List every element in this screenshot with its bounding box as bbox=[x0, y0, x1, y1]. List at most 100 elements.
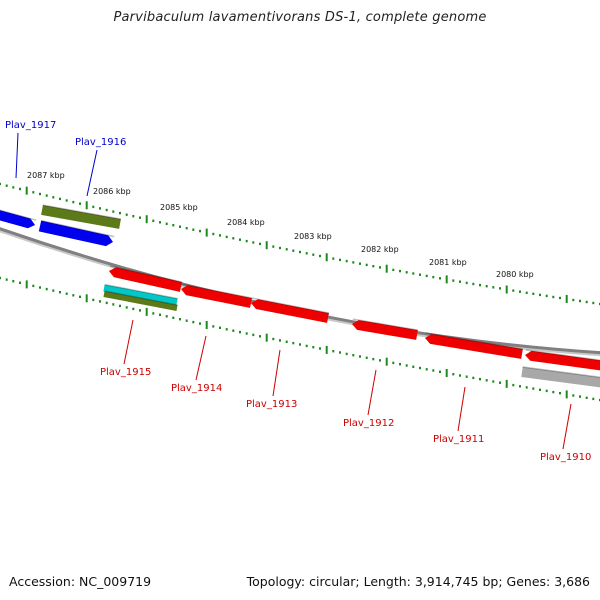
gene-gray-arrow[interactable] bbox=[521, 366, 600, 388]
inner-minor-tick bbox=[585, 396, 588, 399]
inner-minor-tick bbox=[139, 309, 141, 312]
inner-minor-tick bbox=[419, 366, 421, 370]
inner-minor-tick bbox=[59, 291, 61, 294]
outer-minor-tick bbox=[579, 299, 581, 303]
outer-minor-tick bbox=[592, 301, 595, 305]
outer-minor-tick bbox=[405, 271, 408, 274]
outer-minor-tick bbox=[252, 241, 255, 244]
inner-minor-tick bbox=[525, 386, 528, 389]
outer-minor-tick bbox=[452, 279, 455, 282]
inner-minor-tick bbox=[259, 335, 261, 338]
gene-label-plav-1912[interactable]: Plav_1912 bbox=[343, 418, 394, 429]
inner-minor-tick bbox=[332, 350, 335, 353]
outer-minor-tick bbox=[39, 192, 41, 196]
outer-minor-tick bbox=[132, 215, 135, 218]
outer-major-tick bbox=[265, 241, 268, 250]
outer-minor-tick bbox=[5, 184, 8, 187]
gene-label-plav-1915[interactable]: Plav_1915 bbox=[100, 367, 151, 378]
gene-label-plav-1913[interactable]: Plav_1913 bbox=[246, 399, 297, 410]
kbp-2082-label: 2082 kbp bbox=[361, 245, 399, 254]
gene-olive-upper-arrow[interactable] bbox=[41, 204, 122, 229]
inner-minor-tick bbox=[492, 380, 495, 383]
outer-minor-tick bbox=[479, 283, 481, 287]
inner-minor-tick bbox=[285, 340, 288, 343]
callout-line bbox=[195, 335, 207, 381]
inner-minor-tick bbox=[252, 333, 255, 337]
gene-cyan-arrow[interactable] bbox=[103, 283, 178, 306]
gene-olive-lower-arrow[interactable] bbox=[103, 290, 178, 311]
inner-minor-tick bbox=[185, 319, 188, 322]
inner-minor-tick bbox=[412, 365, 415, 368]
inner-minor-tick bbox=[199, 322, 201, 325]
gene-label-plav-1911[interactable]: Plav_1911 bbox=[433, 434, 484, 445]
accession-label: Accession: NC_009719 bbox=[9, 574, 152, 589]
outer-major-tick bbox=[85, 201, 88, 210]
outer-minor-tick bbox=[72, 200, 75, 204]
inner-minor-tick bbox=[65, 292, 68, 295]
gene-label-plav-1917[interactable]: Plav_1917 bbox=[5, 120, 56, 131]
outer-minor-tick bbox=[19, 187, 21, 191]
gene-plav-1917-arrow[interactable] bbox=[0, 209, 37, 229]
inner-minor-tick bbox=[559, 392, 561, 395]
outer-minor-tick bbox=[439, 277, 441, 280]
outer-major-tick bbox=[565, 295, 568, 303]
inner-major-tick bbox=[265, 333, 268, 342]
gene-plav-1916-arrow[interactable] bbox=[38, 219, 115, 247]
gene-plav-1913-arrow[interactable] bbox=[251, 297, 330, 323]
inner-minor-tick bbox=[499, 381, 501, 384]
outer-minor-tick bbox=[239, 238, 241, 241]
gene-plav-1911-arrow[interactable] bbox=[425, 332, 523, 359]
inner-minor-tick bbox=[0, 276, 1, 280]
kbp-2087-label: 2087 kbp bbox=[27, 171, 65, 180]
inner-minor-tick bbox=[245, 332, 248, 335]
inner-minor-tick bbox=[232, 329, 235, 332]
inner-minor-tick bbox=[119, 304, 121, 308]
outer-minor-tick bbox=[65, 199, 68, 202]
scale-labels: 2087 kbp 2086 kbp 2085 kbp 2084 kbp 2083 kbp… bbox=[27, 171, 534, 279]
inner-minor-tick bbox=[79, 295, 81, 298]
callout-line bbox=[123, 319, 134, 365]
outer-minor-tick bbox=[125, 213, 128, 216]
outer-minor-tick bbox=[199, 229, 201, 233]
inner-major-tick bbox=[385, 357, 388, 366]
inner-minor-tick bbox=[12, 280, 15, 283]
inner-major-tick bbox=[325, 345, 328, 354]
outer-minor-tick bbox=[292, 249, 295, 252]
gene-label-plav-1910[interactable]: Plav_1910 bbox=[540, 452, 591, 463]
outer-minor-tick bbox=[519, 290, 521, 293]
outer-minor-tick bbox=[52, 196, 55, 199]
scale-ticks-inner bbox=[0, 276, 600, 402]
outer-minor-tick bbox=[225, 235, 228, 239]
outer-major-tick bbox=[325, 253, 328, 262]
outer-minor-tick bbox=[299, 250, 301, 254]
outer-minor-tick bbox=[112, 210, 115, 213]
outer-minor-tick bbox=[372, 265, 375, 268]
inner-minor-tick bbox=[452, 373, 455, 376]
inner-minor-tick bbox=[159, 313, 161, 316]
inner-minor-tick bbox=[225, 328, 228, 331]
kbp-2083-label: 2083 kbp bbox=[294, 232, 332, 241]
outer-minor-tick bbox=[412, 272, 415, 275]
inner-minor-tick bbox=[179, 318, 181, 321]
inner-minor-tick bbox=[345, 352, 348, 356]
gene-plav-1910-arrow[interactable] bbox=[525, 349, 600, 371]
inner-minor-tick bbox=[399, 363, 401, 366]
callout-line bbox=[15, 132, 19, 179]
inner-minor-tick bbox=[279, 339, 281, 342]
inner-minor-tick bbox=[405, 364, 408, 367]
outer-minor-tick bbox=[459, 280, 461, 283]
outer-minor-tick bbox=[219, 234, 221, 237]
gene-features bbox=[0, 204, 600, 388]
callout-line bbox=[272, 349, 281, 397]
outer-minor-tick bbox=[192, 228, 195, 231]
outer-minor-tick bbox=[232, 237, 235, 240]
gene-plav-1915-arrow[interactable] bbox=[109, 265, 183, 292]
inner-minor-tick bbox=[439, 370, 441, 373]
gene-label-plav-1914[interactable]: Plav_1914 bbox=[171, 383, 222, 394]
gene-label-plav-1916[interactable]: Plav_1916 bbox=[75, 137, 126, 148]
inner-minor-tick bbox=[312, 346, 315, 349]
inner-minor-tick bbox=[372, 357, 375, 361]
gene-plav-1912-arrow[interactable] bbox=[352, 318, 418, 340]
gene-callouts: Plav_1917 Plav_1916 Plav_1915 Plav_1914 Plav… bbox=[5, 120, 591, 463]
gene-plav-1914-arrow[interactable] bbox=[181, 283, 253, 308]
